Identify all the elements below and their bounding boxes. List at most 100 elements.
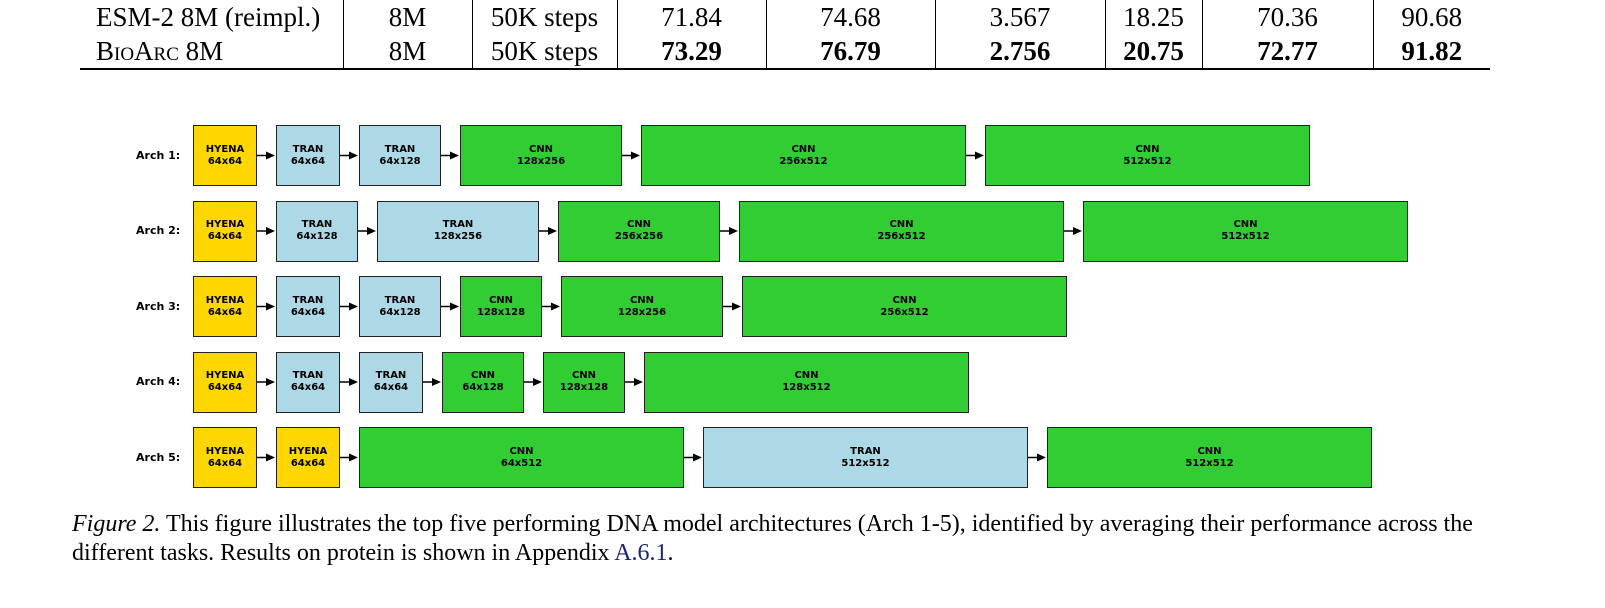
arrow-head: [266, 227, 275, 235]
block-dim-label: 128x256: [617, 306, 667, 318]
block-dim-label: 512x512: [1185, 457, 1234, 469]
block-type-label: TRAN: [442, 219, 474, 230]
block-dim-label: 64x64: [207, 457, 243, 469]
appendix-link[interactable]: A.6.1: [614, 540, 668, 566]
block-type-label: CNN: [889, 219, 914, 230]
value-cell: 72.77: [1201, 34, 1373, 70]
block-dim-label: 64x64: [207, 231, 243, 242]
cnn-block: CNN 512x512: [1047, 427, 1372, 488]
hyena-block: HYENA 64x64: [193, 125, 257, 186]
figure-number: Figure 2.: [72, 511, 161, 537]
block-dim-label: 64x64: [290, 457, 326, 469]
cnn-block: CNN 256x512: [739, 200, 1064, 262]
block-type-label: CNN: [470, 370, 496, 381]
arrow-head: [631, 151, 640, 160]
arrow-head: [732, 302, 741, 311]
value-cell: 3.567: [934, 0, 1105, 34]
caption-text: This figure illustrates the top five per…: [72, 511, 1473, 566]
block-dim-label: 128x128: [476, 306, 526, 318]
model-name-cell: BioArc 8M: [80, 34, 343, 70]
tran-block: TRAN 64x64: [276, 351, 340, 413]
block-dim-label: 512x512: [1221, 231, 1270, 242]
tran-block: TRAN 64x64: [276, 125, 340, 186]
block-dim-label: 128x256: [516, 155, 566, 167]
table-row: ESM-2 8M (reimpl.) 8M 50K steps 71.84 74…: [80, 0, 1490, 34]
hyena-block: HYENA 64x64: [193, 427, 257, 488]
value-cell: 18.25: [1104, 0, 1202, 34]
value-cell: 70.36: [1201, 0, 1373, 34]
block-type-label: TRAN: [292, 143, 324, 155]
value-cell: 91.82: [1372, 34, 1490, 70]
hyena-block: HYENA 64x64: [193, 200, 257, 262]
block-type-label: HYENA: [288, 445, 328, 457]
block-type-label: HYENA: [205, 143, 245, 155]
model-name-cell: ESM-2 8M (reimpl.): [96, 2, 321, 32]
arch-label: Arch 3:: [136, 299, 181, 313]
block-dim-label: 256x512: [880, 306, 929, 318]
block-type-label: CNN: [626, 219, 652, 230]
arrow-head: [349, 378, 358, 386]
value-cell: 20.75: [1104, 34, 1202, 70]
cnn-block: CNN 64x128: [442, 351, 524, 413]
cnn-block: CNN 128x512: [644, 351, 969, 413]
arch-label: Arch 2:: [136, 224, 181, 237]
arch-label: Arch 4:: [136, 375, 181, 388]
arrow-head: [450, 302, 459, 311]
block-type-label: CNN: [528, 143, 554, 155]
arch-label: Arch 1:: [136, 148, 181, 162]
block-type-label: CNN: [629, 294, 655, 306]
block-type-label: TRAN: [384, 143, 416, 155]
cnn-block: CNN 128x128: [543, 351, 625, 413]
model-name-smallcaps: BioArc: [96, 36, 179, 66]
block-dim-label: 64x64: [207, 382, 243, 393]
block-dim-label: 128x512: [782, 382, 831, 393]
block-dim-label: 128x256: [433, 231, 483, 242]
results-table-fragment: ESM-2 8M (reimpl.) 8M 50K steps 71.84 74…: [80, 0, 1490, 70]
arrow-head: [367, 227, 376, 235]
block-type-label: CNN: [488, 294, 514, 306]
block-type-label: TRAN: [384, 294, 416, 306]
arrow-head: [693, 453, 702, 462]
block-type-label: HYENA: [205, 294, 245, 306]
block-dim-label: 64x64: [207, 155, 243, 167]
block-type-label: CNN: [1233, 219, 1258, 230]
block-type-label: TRAN: [850, 445, 881, 457]
arrow-head: [266, 453, 275, 462]
block-dim-label: 64x64: [290, 155, 326, 167]
model-name-suffix: 8M: [178, 36, 224, 66]
arch-label: Arch 5:: [136, 450, 181, 464]
arrow-head: [548, 227, 557, 235]
arrow-head: [349, 151, 358, 160]
cnn-block: CNN 64x512: [359, 427, 684, 488]
value-cell: 90.68: [1372, 0, 1490, 34]
hyena-block: HYENA 64x64: [193, 276, 257, 337]
block-dim-label: 128x128: [559, 382, 609, 393]
arrow-head: [266, 378, 275, 386]
steps-cell: 50K steps: [471, 34, 617, 70]
value-cell: 73.29: [616, 34, 766, 70]
tran-block: TRAN 64x64: [359, 351, 423, 413]
arrow-head: [349, 302, 358, 311]
cnn-block: CNN 256x512: [742, 276, 1067, 337]
block-dim-label: 64x64: [373, 382, 409, 393]
block-type-label: CNN: [509, 445, 534, 457]
cnn-block: CNN 256x256: [558, 200, 720, 262]
arrow-head: [634, 378, 643, 386]
tran-block: TRAN 512x512: [703, 427, 1028, 488]
arrow-head: [266, 151, 275, 160]
block-type-label: TRAN: [375, 370, 407, 381]
block-type-label: CNN: [791, 143, 816, 155]
block-dim-label: 64x64: [290, 382, 326, 393]
block-dim-label: 64x128: [462, 382, 504, 393]
block-dim-label: 256x256: [614, 231, 664, 242]
value-cell: 2.756: [934, 34, 1105, 70]
block-dim-label: 256x512: [877, 231, 926, 242]
block-dim-label: 64x128: [296, 231, 338, 242]
caption-end: .: [667, 540, 674, 566]
block-dim-label: 64x64: [207, 306, 243, 318]
cnn-block: CNN 128x128: [460, 276, 542, 337]
value-cell: 71.84: [616, 0, 766, 34]
value-cell: 74.68: [765, 0, 935, 34]
